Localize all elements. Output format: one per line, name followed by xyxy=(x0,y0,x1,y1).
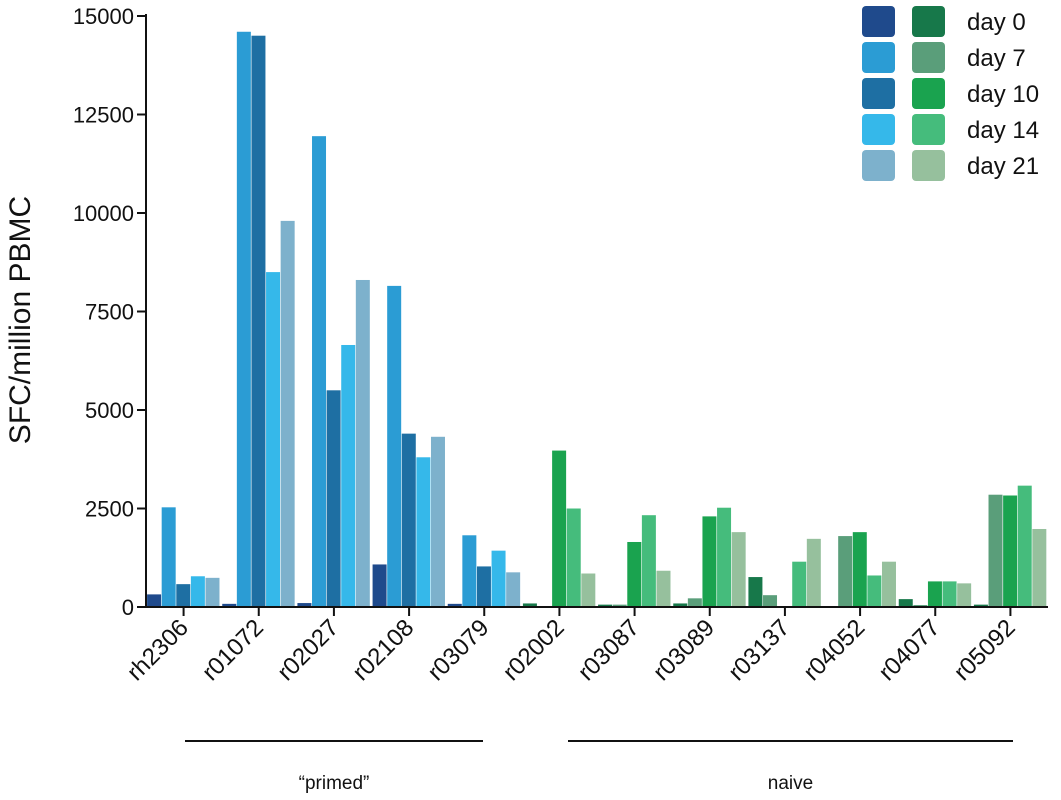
legend-label: day 21 xyxy=(967,153,1039,180)
bar-r04052-day-14 xyxy=(867,575,882,607)
bar-r02108-day-14 xyxy=(416,457,431,607)
y-axis-label: SFC/million PBMC xyxy=(4,196,37,444)
bar-r03079-day-7 xyxy=(462,535,477,607)
x-tick-label: r03137 xyxy=(723,614,795,686)
bar-r04077-day-0 xyxy=(898,599,913,607)
bar-r04077-day-10 xyxy=(927,581,942,607)
legend-swatch-primed xyxy=(862,114,895,145)
bar-r03079-day-0 xyxy=(447,603,462,607)
x-tick-label: rh2306 xyxy=(122,614,194,686)
bar-r01072-day-10 xyxy=(251,35,266,607)
legend-swatch-primed xyxy=(862,42,895,73)
bar-r03087-day-10 xyxy=(627,541,642,607)
bar-r05092-day-0 xyxy=(973,604,988,607)
bar-r04052-day-7 xyxy=(838,536,853,607)
bar-rh2306-day-0 xyxy=(147,594,162,607)
legend-swatch-naive xyxy=(912,6,945,37)
bar-r02002-day-21 xyxy=(581,573,596,607)
bar-r03089-day-14 xyxy=(717,507,732,607)
bar-r03087-day-7 xyxy=(612,604,627,607)
bar-r01072-day-0 xyxy=(222,603,237,607)
bar-r03087-day-21 xyxy=(656,570,671,607)
bar-r04052-day-10 xyxy=(852,532,867,607)
bar-r03089-day-7 xyxy=(687,598,702,607)
bar-r01072-day-14 xyxy=(266,272,281,607)
x-tick-label: r02002 xyxy=(498,614,570,686)
bar-r03087-day-0 xyxy=(598,604,613,607)
x-axis: rh2306 r01072 r02027 r02108 r03079 r02002 r030… xyxy=(122,606,1048,686)
bar-r05092-day-21 xyxy=(1032,528,1047,607)
bar-r03089-day-21 xyxy=(731,532,746,607)
y-tick-label: 5000 xyxy=(85,398,134,423)
bar-r05092-day-14 xyxy=(1017,485,1032,607)
bar-r03087-day-14 xyxy=(641,515,656,607)
y-tick-label: 15000 xyxy=(73,4,134,29)
y-tick-label: 12500 xyxy=(73,103,134,128)
legend-swatch-primed xyxy=(862,78,895,109)
y-tick-label: 7500 xyxy=(85,300,134,325)
x-tick-label: r03079 xyxy=(423,614,495,686)
legend-swatch-naive xyxy=(912,78,945,109)
bar-r02108-day-10 xyxy=(401,433,416,607)
bar-r02027-day-14 xyxy=(341,344,356,607)
bar-r03079-day-21 xyxy=(506,572,521,607)
bar-r01072-day-7 xyxy=(236,31,251,607)
bar-rh2306-day-7 xyxy=(161,507,176,607)
bar-rh2306-day-10 xyxy=(176,584,191,607)
x-tick-label: r02027 xyxy=(272,614,344,686)
legend-label: day 0 xyxy=(967,9,1026,36)
bar-rh2306-day-21 xyxy=(205,577,220,607)
bar-r03137-day-0 xyxy=(748,577,763,607)
legend: day 0 day 7 day 10 day 14 day 21 xyxy=(862,6,1039,181)
bar-r04077-day-14 xyxy=(942,581,957,607)
bar-r02108-day-21 xyxy=(430,436,445,607)
bar-rh2306-day-14 xyxy=(190,576,205,607)
group-label: “primed” xyxy=(299,773,370,794)
bar-r02002-day-0 xyxy=(522,603,537,607)
legend-swatch-naive xyxy=(912,114,945,145)
bar-r03089-day-10 xyxy=(702,516,717,607)
legend-swatch-naive xyxy=(912,42,945,73)
x-tick-label: r05092 xyxy=(949,614,1021,686)
bar-r03079-day-14 xyxy=(491,550,506,607)
bar-r02002-day-10 xyxy=(552,450,567,607)
bar-r04052-day-21 xyxy=(881,561,896,607)
group-brackets: “primed” naive xyxy=(185,740,1013,794)
bars xyxy=(147,31,1047,608)
bar-r03137-day-7 xyxy=(763,595,778,607)
bar-r05092-day-7 xyxy=(988,494,1003,607)
bar-r02027-day-10 xyxy=(326,390,341,607)
y-tick-label: 0 xyxy=(122,595,134,620)
x-tick-label: r03089 xyxy=(648,614,720,686)
legend-label: day 7 xyxy=(967,45,1026,72)
y-tick-label: 2500 xyxy=(85,497,134,522)
bar-r03137-day-14 xyxy=(792,561,807,607)
x-tick-label: r04052 xyxy=(798,614,870,686)
x-tick-label: r03087 xyxy=(573,614,645,686)
legend-label: day 10 xyxy=(967,81,1039,108)
bar-r04077-day-21 xyxy=(957,583,972,607)
x-tick-label: r04077 xyxy=(874,614,946,686)
legend-swatch-naive xyxy=(912,150,945,181)
bar-r02027-day-21 xyxy=(355,279,370,607)
bar-r01072-day-21 xyxy=(280,220,295,607)
bar-r02027-day-0 xyxy=(297,603,312,607)
legend-swatch-primed xyxy=(862,6,895,37)
bar-r03089-day-0 xyxy=(673,603,688,607)
x-tick-label: r01072 xyxy=(197,614,269,686)
bar-r02108-day-0 xyxy=(372,564,387,607)
legend-swatch-primed xyxy=(862,150,895,181)
bar-r03079-day-10 xyxy=(476,566,491,607)
bar-r02027-day-7 xyxy=(312,136,327,608)
bar-r02002-day-14 xyxy=(566,508,581,607)
group-label: naive xyxy=(768,773,813,794)
bar-r02108-day-7 xyxy=(387,285,402,607)
legend-label: day 14 xyxy=(967,117,1039,144)
y-tick-label: 10000 xyxy=(73,201,134,226)
y-axis: 0 2500 5000 7500 10000 12500 15000 xyxy=(73,4,147,620)
bar-r05092-day-10 xyxy=(1003,495,1018,607)
bar-r03137-day-21 xyxy=(806,538,821,607)
x-tick-label: r02108 xyxy=(347,614,419,686)
